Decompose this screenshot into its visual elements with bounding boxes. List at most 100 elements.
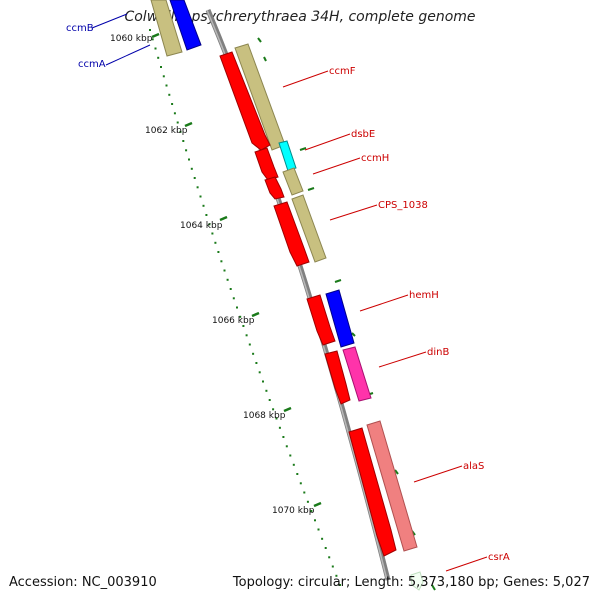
leader-csrA [445,556,488,572]
leader-ccmB [91,13,128,29]
ruler-dot [248,343,251,346]
leader-alaS [413,465,463,483]
genome-summary-text: Topology: circular; Length: 5,373,180 bp… [232,575,590,590]
cog-bar-CPS_1038 [291,194,327,263]
inner-ruler-ticks [151,32,322,508]
ruler-dot [229,288,232,290]
ruler-dot [282,436,285,438]
leader-dinB [378,351,427,368]
accession-text: Accession: NC_003910 [9,575,157,590]
tick-label-1064: 1064 kbp [180,221,223,231]
cog-bar-dinB [342,346,372,402]
ruler-dot [299,482,302,485]
cds-csrA [410,571,424,591]
ruler-dot [252,352,255,355]
gene-label-hemH[interactable]: hemH [409,290,439,301]
gene-label-dinB[interactable]: dinB [427,347,449,358]
ruler-dot [202,204,205,207]
cog-bar-ccmA [169,0,202,51]
ruler-dot [289,454,292,457]
tick-label-1068: 1068 kbp [243,411,286,421]
ruler-dot [193,177,196,179]
ruler-dot [239,315,242,318]
ruler-dot [331,565,334,568]
cds-dsbE [254,147,279,181]
gene-label-csrA[interactable]: csrA [488,552,510,563]
cog-bar-ccmH [282,167,304,196]
ruler-dot [179,130,182,133]
leader-dsbE [304,133,351,151]
cds-dinB [324,350,351,405]
ruler-dot [220,260,223,263]
ruler-dot [173,112,176,115]
ruler-dot [165,84,168,87]
ruler-dot [324,547,327,549]
ruler-dot [265,389,268,392]
leader-ccmH [312,157,361,175]
ruler-dot [296,473,299,475]
tick-label-1060: 1060 kbp [110,34,153,44]
tick-label-1062: 1062 kbp [145,126,188,136]
ruler-dot [154,47,157,50]
cog-bar-dsbE [278,140,297,172]
cog-bar-ccmB [150,0,183,57]
ruler-dot [214,241,217,244]
cds-alaS [348,427,397,557]
ruler-dot [160,66,162,68]
ruler-dot [242,325,245,327]
ruler-dot [232,297,235,300]
ruler-dot [188,158,190,161]
ruler-dot [162,75,165,78]
leader-ccmA [105,44,151,66]
cog-bar-alaS [366,420,418,552]
ruler-dot [182,140,185,142]
ruler-dot [328,556,331,559]
gene-label-CPS_1038[interactable]: CPS_1038 [378,200,428,211]
gene-label-dsbE[interactable]: dsbE [351,129,375,140]
ruler-dot [171,103,174,105]
cds-ccmF [219,51,271,151]
ruler-dot [335,574,338,577]
leader-lines [91,13,488,572]
gene-label-ccmH[interactable]: ccmH [361,153,389,164]
cds-CPS_1038 [273,201,310,267]
tick-label-1070: 1070 kbp [272,506,315,516]
ruler-dot [236,306,238,309]
gene-label-ccmB[interactable]: ccmB [66,23,94,34]
ruler-dot [149,29,151,31]
ruler-dot [314,519,316,522]
ruler-dot [176,121,179,124]
gene-label-ccmA[interactable]: ccmA [78,59,106,70]
ruler-dot [292,463,295,466]
cds-hemH [306,294,336,346]
ruler-dot [223,269,226,272]
cog-bar-hemH [325,289,355,348]
ruler-dot [317,528,320,531]
ruler-dot [268,399,271,401]
cog-bars [150,0,418,552]
ruler-dot [306,500,309,503]
ruler-dot [272,408,275,411]
cds-arrows [219,51,424,591]
ruler-dot [185,149,188,152]
gene-label-ccmF[interactable]: ccmF [329,66,356,77]
ruler-dot [190,167,193,170]
ruler-dot [278,426,281,429]
tick-label-1066: 1066 kbp [212,316,255,326]
ruler-dot [199,195,202,198]
ruler-dot [245,334,248,337]
cds-ccmH [264,176,285,200]
ruler-dot [196,186,199,189]
gene-label-alaS[interactable]: alaS [463,461,484,472]
ruler-dot [205,214,208,216]
ruler-dot [255,362,258,364]
leader-hemH [359,294,409,312]
inner-ruler-dots [149,29,341,586]
ruler-dot [217,251,220,253]
ruler-dot [258,371,261,374]
ruler-dot [262,380,264,383]
ruler-dot [226,278,229,281]
ruler-dot [339,584,341,586]
ruler-dot [151,38,154,41]
